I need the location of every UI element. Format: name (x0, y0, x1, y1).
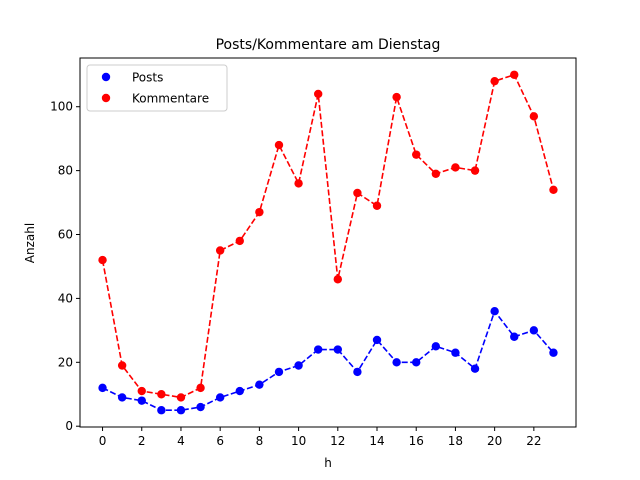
data-point-kommentare (353, 188, 362, 198)
data-point-posts (196, 402, 205, 412)
data-point-kommentare (470, 166, 480, 175)
data-point-kommentare (176, 393, 186, 402)
data-point-kommentare (137, 386, 146, 396)
x-tick-label: 22 (526, 434, 541, 448)
data-point-posts (294, 361, 303, 370)
data-point-posts (255, 380, 264, 389)
data-point-kommentare (333, 275, 343, 284)
x-tick-label: 0 (99, 434, 107, 448)
data-point-posts (372, 335, 382, 345)
data-point-posts (392, 358, 401, 367)
y-tick-label: 60 (58, 228, 73, 242)
data-point-kommentare (451, 163, 460, 172)
data-point-posts (235, 386, 244, 396)
data-point-kommentare (529, 112, 539, 121)
y-tick-label: 20 (58, 355, 73, 369)
x-axis: 0 2 4 6 8 10 12 14 16 18 20 22 (99, 427, 541, 448)
data-point-posts (333, 345, 343, 354)
data-point-posts (412, 358, 421, 367)
legend-box (86, 64, 228, 112)
legend: Posts Kommentare (86, 64, 228, 112)
y-tick-label: 0 (65, 419, 73, 433)
legend-marker-posts (101, 72, 111, 82)
y-axis-label: Anzahl (23, 223, 37, 263)
series-posts (98, 306, 558, 415)
data-point-kommentare (294, 179, 303, 188)
data-point-kommentare (274, 140, 284, 150)
data-point-kommentare (157, 390, 166, 399)
data-point-kommentare (490, 76, 499, 86)
x-tick-label: 4 (177, 434, 185, 448)
data-point-posts (98, 383, 107, 393)
data-point-kommentare (510, 70, 519, 79)
x-tick-label: 14 (369, 434, 384, 448)
x-tick-label: 20 (487, 434, 502, 448)
x-tick-label: 12 (330, 434, 345, 448)
data-point-kommentare (215, 246, 225, 255)
data-point-posts (549, 348, 558, 357)
x-tick-label: 18 (448, 434, 463, 448)
data-point-kommentare (196, 383, 205, 393)
data-point-kommentare (117, 361, 127, 370)
y-tick-label: 40 (58, 291, 73, 305)
data-point-posts (529, 326, 539, 335)
data-point-posts (137, 396, 146, 405)
data-point-posts (157, 406, 166, 415)
x-tick-label: 6 (216, 434, 224, 448)
y-axis: 0 20 40 60 80 100 (50, 100, 80, 433)
chart-title: Posts/Kommentare am Dienstag (216, 37, 441, 53)
data-point-posts (313, 345, 323, 354)
x-tick-label: 2 (138, 434, 146, 448)
legend-marker-kommentare (101, 93, 111, 103)
data-point-kommentare (372, 201, 382, 210)
x-tick-label: 16 (409, 434, 424, 448)
data-point-posts (490, 306, 499, 316)
x-tick-label: 8 (256, 434, 264, 448)
data-point-kommentare (255, 207, 264, 217)
x-axis-label: h (324, 456, 332, 470)
data-point-posts (451, 348, 460, 357)
legend-label-kommentare: Kommentare (132, 92, 209, 106)
legend-label-posts: Posts (132, 71, 163, 85)
data-point-kommentare (235, 236, 244, 246)
data-point-kommentare (549, 185, 558, 194)
data-point-posts (353, 367, 362, 377)
data-point-kommentare (392, 92, 401, 102)
data-point-kommentare (313, 89, 323, 99)
series-layer (98, 70, 558, 415)
data-point-posts (176, 406, 186, 415)
data-point-kommentare (412, 150, 421, 159)
data-point-posts (470, 364, 480, 373)
data-point-kommentare (98, 255, 107, 265)
data-point-posts (274, 367, 284, 377)
x-tick-label: 10 (291, 434, 306, 448)
y-tick-label: 80 (58, 164, 73, 178)
data-point-posts (215, 393, 225, 402)
data-point-posts (431, 342, 441, 351)
plot-area-frame (79, 57, 577, 428)
data-point-kommentare (431, 169, 441, 179)
series-kommentare (98, 70, 558, 402)
data-point-posts (117, 393, 127, 402)
y-tick-label: 100 (50, 100, 73, 114)
data-point-posts (510, 332, 519, 341)
